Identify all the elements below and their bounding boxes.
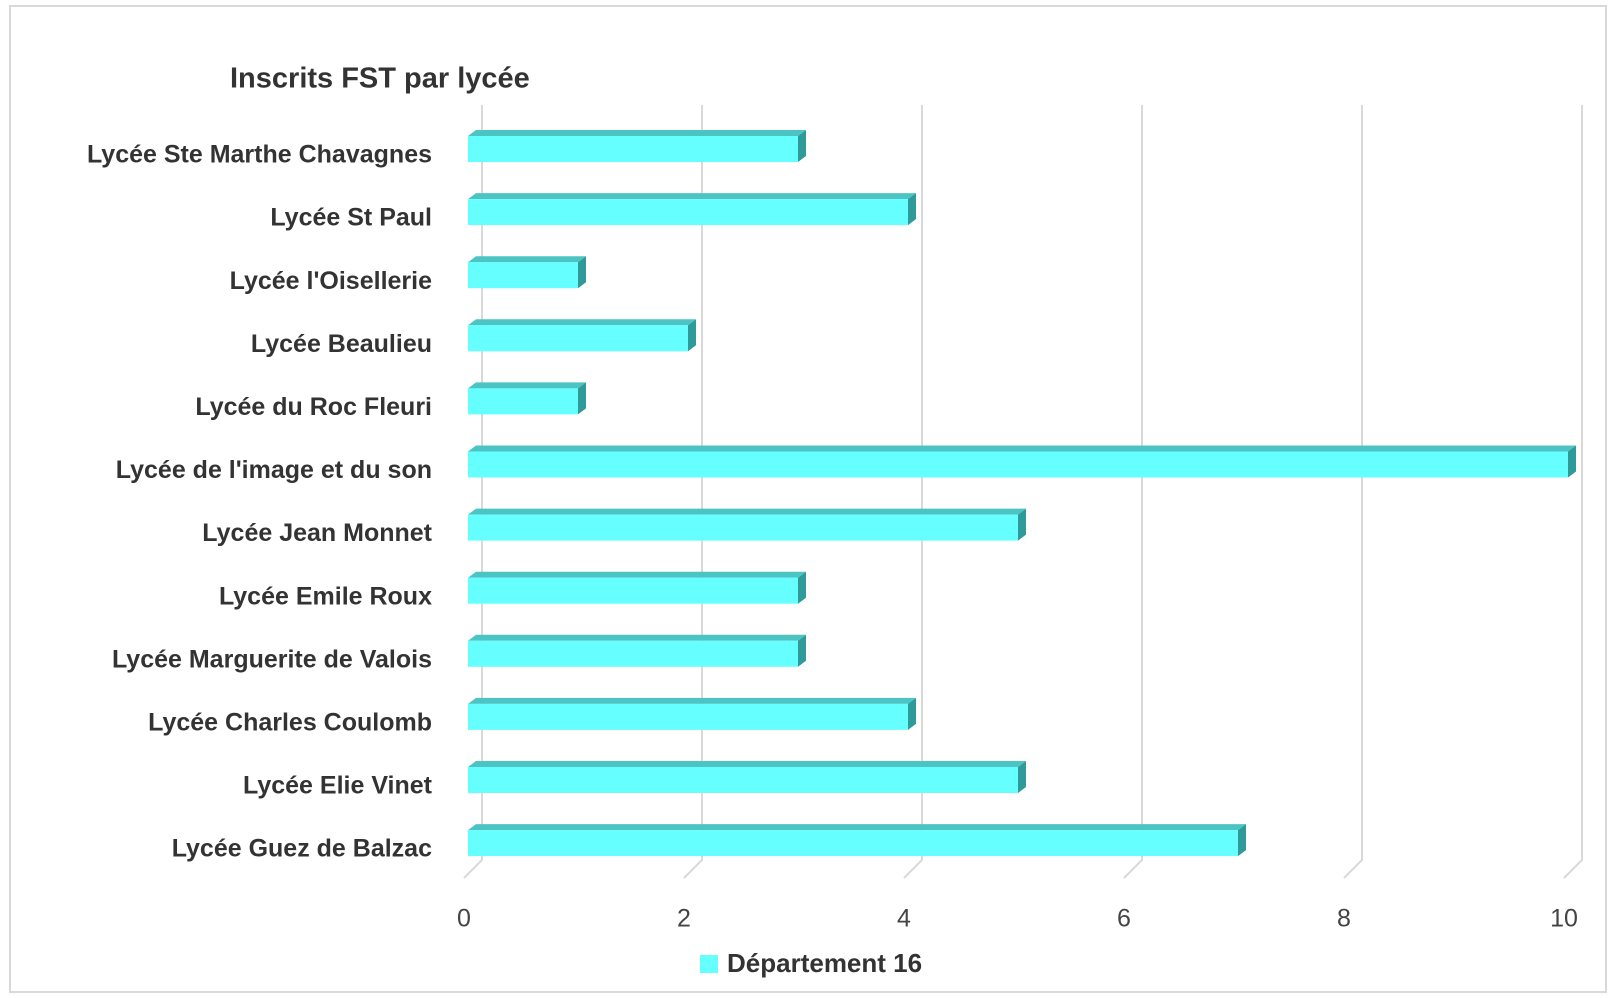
bar <box>468 697 916 730</box>
grid-line <box>1563 105 1583 879</box>
y-tick-label: Lycée St Paul <box>270 204 432 232</box>
x-tick-label: 2 <box>677 905 691 933</box>
chart-title: Inscrits FST par lycée <box>230 63 530 95</box>
bar <box>468 571 806 604</box>
y-tick-label: Lycée Guez de Balzac <box>172 835 432 863</box>
bar <box>468 634 806 667</box>
y-tick-label: Lycée Marguerite de Valois <box>112 645 432 673</box>
x-tick-label: 6 <box>1117 905 1131 933</box>
y-tick-label: Lycée Beaulieu <box>251 330 432 358</box>
x-tick-label: 0 <box>457 905 471 933</box>
grid-line <box>1343 105 1363 879</box>
y-tick-label: Lycée de l'image et du son <box>116 456 432 484</box>
legend-label: Département 16 <box>727 948 922 978</box>
grid-line <box>903 105 923 879</box>
bar <box>468 445 1576 478</box>
y-tick-label: Lycée du Roc Fleuri <box>195 393 432 421</box>
bar <box>468 319 696 352</box>
bar <box>468 824 1246 857</box>
grid-line <box>1123 105 1143 879</box>
grid-line <box>463 105 483 879</box>
y-tick-label: Lycée Elie Vinet <box>243 772 433 800</box>
grid-line <box>683 105 703 879</box>
y-tick-label: Lycée Jean Monnet <box>202 519 432 547</box>
bar <box>468 761 1026 793</box>
x-tick-label: 4 <box>897 905 911 933</box>
bar <box>468 193 916 226</box>
y-tick-label: Lycée Charles Coulomb <box>148 709 432 737</box>
bar <box>468 508 1026 541</box>
y-tick-label: Lycée Emile Roux <box>219 582 432 610</box>
bar <box>468 256 586 289</box>
x-tick-label: 10 <box>1550 905 1578 933</box>
y-tick-label: Lycée l'Oisellerie <box>230 267 432 295</box>
bar <box>468 382 586 415</box>
legend-swatch <box>700 955 718 973</box>
bar <box>468 130 806 162</box>
x-tick-label: 8 <box>1337 905 1351 933</box>
y-tick-label: Lycée Ste Marthe Chavagnes <box>87 141 432 169</box>
